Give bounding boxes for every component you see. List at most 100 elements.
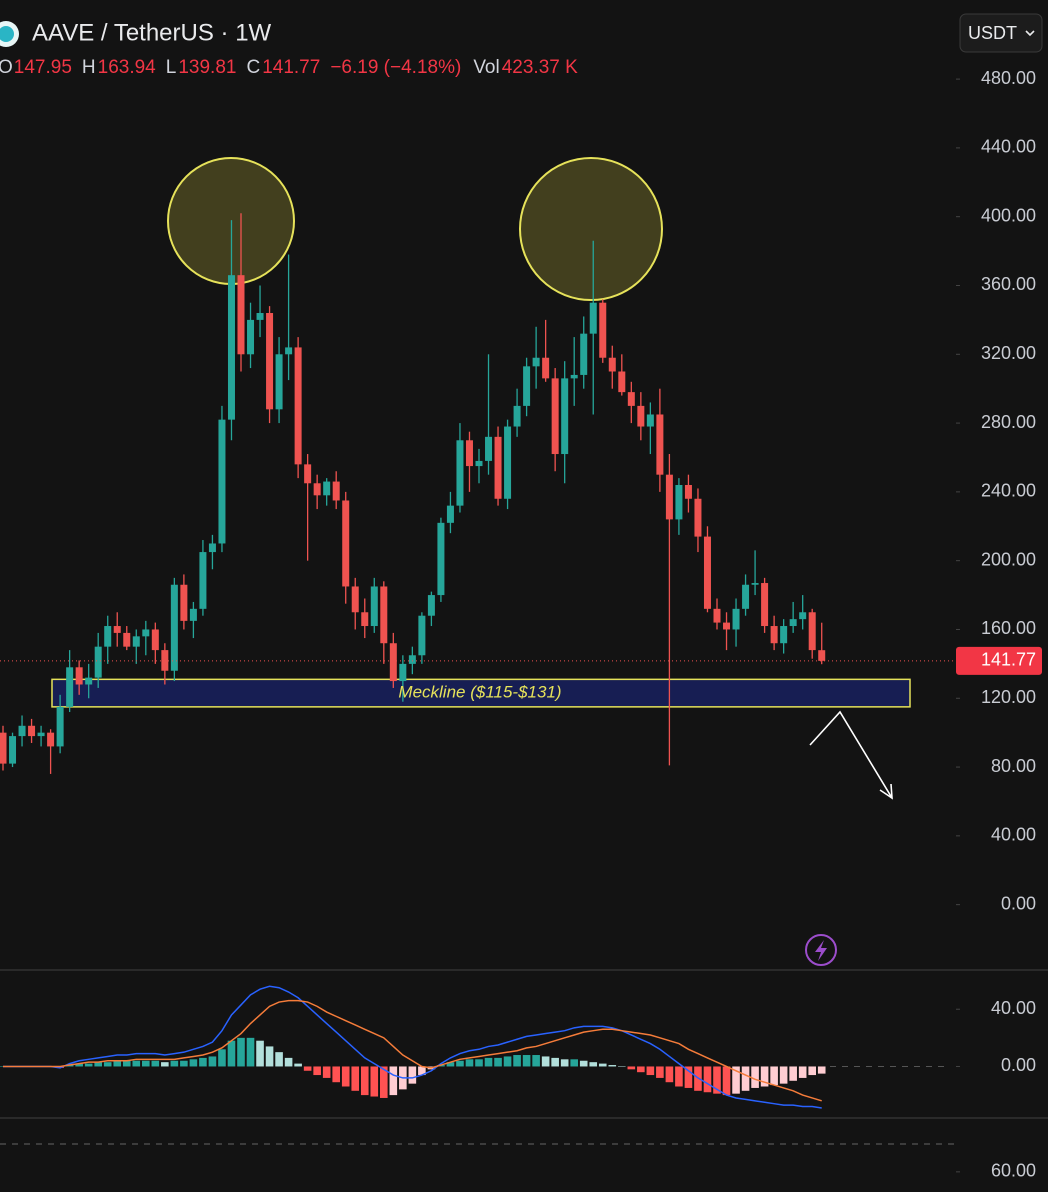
- histogram-bar: [113, 1060, 122, 1067]
- candle-body: [380, 586, 388, 644]
- candle-body: [799, 612, 807, 620]
- histogram-bar: [408, 1066, 417, 1084]
- candle-body: [56, 706, 64, 747]
- candle-body: [94, 646, 102, 678]
- candle-body: [247, 319, 255, 355]
- histogram-bar: [294, 1063, 302, 1067]
- candle-body: [523, 366, 531, 406]
- candle-body: [475, 460, 483, 467]
- histogram-bar: [770, 1066, 778, 1086]
- histogram-bar: [560, 1059, 569, 1067]
- candle-body: [532, 357, 540, 367]
- histogram-bar: [741, 1066, 750, 1091]
- histogram-bar: [808, 1066, 816, 1076]
- plot-area: 0.00 40.00 80.00 120.00 160.00 200.00 240.00 28…: [0, 68, 1042, 1181]
- histogram-bar: [684, 1066, 693, 1088]
- candle-body: [151, 629, 159, 651]
- y-tick-label: 440.00: [981, 137, 1036, 157]
- candle-body: [189, 608, 197, 621]
- candle-body: [504, 426, 512, 499]
- histogram-bar: [218, 1049, 226, 1067]
- candle-body: [180, 584, 188, 621]
- candle-body: [332, 481, 340, 501]
- candle-body: [713, 608, 721, 623]
- symbol-logo: [0, 26, 14, 42]
- histogram-bar: [313, 1066, 321, 1076]
- y-tick-label: 320.00: [981, 343, 1036, 363]
- y-tick-label: 40.00: [991, 825, 1036, 845]
- histogram-bar: [351, 1066, 360, 1091]
- candle-body: [313, 483, 321, 496]
- icon-button[interactable]: [805, 934, 837, 966]
- candle-body: [85, 677, 93, 685]
- histogram-bar: [418, 1066, 426, 1076]
- candle-body: [627, 392, 635, 406]
- y-tick-label: 400.00: [981, 205, 1036, 225]
- legend-label: H: [82, 57, 96, 78]
- candle-body: [37, 732, 45, 737]
- currency-button[interactable]: [959, 13, 1043, 53]
- candle-body: [465, 440, 473, 467]
- candle-body: [275, 354, 283, 410]
- candle-body: [256, 313, 264, 320]
- histogram-bar: [541, 1056, 550, 1067]
- histogram-bar: [637, 1066, 645, 1073]
- legend-value: 163.94: [98, 57, 157, 78]
- histogram-bar: [256, 1040, 264, 1067]
- candle-body: [0, 732, 7, 764]
- candle-body: [703, 536, 711, 609]
- candle-body: [580, 333, 588, 375]
- histogram-bar: [798, 1066, 807, 1078]
- histogram-bar: [475, 1059, 483, 1067]
- histogram-bar: [94, 1062, 102, 1067]
- candle-body: [370, 586, 378, 627]
- candle-body: [808, 612, 816, 651]
- histogram-bar: [532, 1055, 540, 1067]
- candle-body: [513, 405, 521, 427]
- candle-body: [294, 347, 302, 465]
- candle-body: [818, 650, 826, 661]
- y-tick-label: 360.00: [981, 274, 1036, 294]
- indicator-line: [3, 985, 822, 1109]
- legend-label: C: [246, 57, 260, 78]
- y-tick-label: 160.00: [981, 618, 1036, 638]
- histogram-bar: [751, 1066, 759, 1088]
- candle-body: [789, 619, 797, 627]
- candle-body: [323, 481, 331, 496]
- histogram-bar: [142, 1060, 150, 1067]
- candle-body: [399, 663, 407, 682]
- histogram-bar: [589, 1062, 598, 1067]
- candle-body: [723, 622, 731, 630]
- histogram-bar: [208, 1056, 217, 1067]
- histogram-bar: [722, 1066, 731, 1096]
- candle-body: [656, 414, 664, 475]
- last-price-label: 141.77: [981, 650, 1036, 670]
- histogram-bar: [675, 1066, 683, 1087]
- y-tick-label: 0.00: [1001, 893, 1036, 913]
- y-tick-label: 80.00: [991, 756, 1036, 776]
- candle-body: [28, 725, 36, 737]
- histogram-bar: [779, 1066, 788, 1084]
- histogram-bar: [446, 1062, 455, 1067]
- histogram-bar: [227, 1040, 236, 1067]
- currency-label: USDT: [968, 23, 1017, 43]
- legend-label: L: [166, 57, 177, 78]
- histogram-bar: [180, 1060, 188, 1067]
- histogram-bar: [161, 1062, 169, 1067]
- histogram-bar: [522, 1055, 531, 1067]
- histogram-bar: [322, 1066, 331, 1078]
- y-tick-label: 40.00: [991, 998, 1036, 1018]
- candle-body: [437, 522, 445, 596]
- y-tick-label: 60.00: [991, 1161, 1036, 1181]
- candle-body: [342, 500, 350, 587]
- histogram-bar: [760, 1066, 769, 1087]
- histogram-bar: [732, 1066, 740, 1094]
- y-tick-label: 200.00: [981, 549, 1036, 569]
- histogram-bar: [627, 1066, 636, 1070]
- histogram-bar: [646, 1066, 655, 1076]
- histogram-bar: [122, 1060, 131, 1067]
- candle-body: [132, 636, 140, 647]
- candle-body: [227, 275, 235, 420]
- legend-value: 141.77: [262, 57, 320, 78]
